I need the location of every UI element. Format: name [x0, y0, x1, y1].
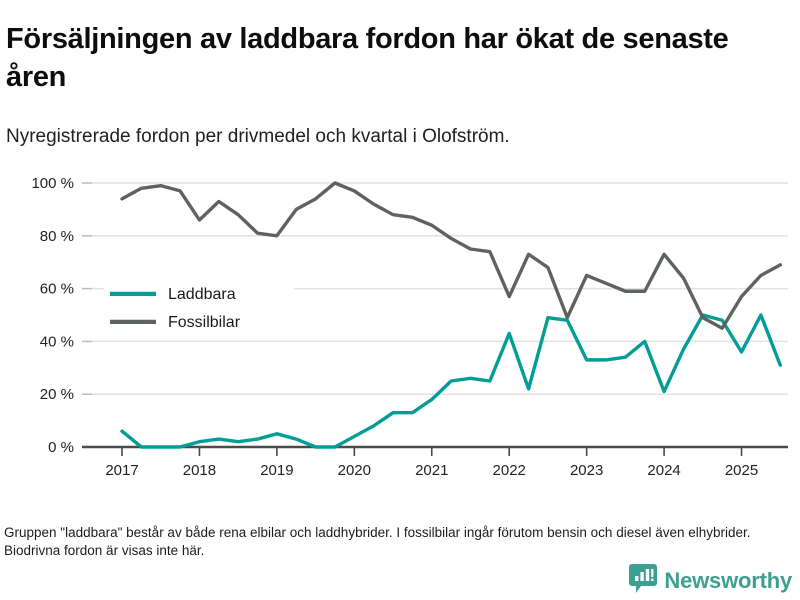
legend-label: Laddbara	[168, 286, 236, 303]
x-axis-tick-label: 2021	[415, 462, 448, 479]
chart-legend: Laddbara Fossilbilar	[104, 280, 294, 335]
x-axis-tick-label: 2025	[725, 462, 758, 479]
data-series	[120, 181, 782, 449]
y-axis-tick-label: 60 %	[40, 281, 74, 298]
series-line-fossilbilar	[120, 181, 782, 330]
line-chart: 0 % 20 % 40 % 60 % 80 % 100 % 2017 2018 2019 202…	[0, 168, 800, 498]
page-subtitle: Nyregistrerade fordon per drivmedel och …	[6, 126, 510, 147]
x-axis-tick-label: 2022	[493, 462, 526, 479]
legend-label: Fossilbilar	[168, 314, 241, 331]
x-axis-tick-label: 2018	[183, 462, 216, 479]
x-axis-tick-label: 2017	[105, 462, 138, 479]
y-axis-tick-label: 80 %	[40, 228, 74, 245]
chart-footnote: Gruppen "laddbara" består av både rena e…	[4, 525, 751, 558]
x-axis-labels: 2017 2018 2019 2020 2021 2022 2023 2024 2025	[105, 462, 758, 479]
y-axis-tick-label: 40 %	[40, 333, 74, 350]
y-axis-labels: 0 % 20 % 40 % 60 % 80 % 100 %	[31, 175, 92, 456]
x-axis-tick-label: 2024	[647, 462, 680, 479]
y-axis-tick-label: 100 %	[31, 175, 74, 192]
logo-wordmark: Newsworthy	[664, 568, 792, 593]
x-axis-tick-label: 2019	[260, 462, 293, 479]
y-axis-tick-label: 20 %	[40, 386, 74, 403]
page-title: Försäljningen av laddbara fordon har öka…	[6, 23, 729, 93]
bar-chart-speech-bubble-icon	[629, 563, 658, 599]
x-axis-ticks	[121, 447, 743, 456]
newsworthy-logo[interactable]: Newsworthy	[629, 563, 792, 599]
x-axis-tick-label: 2020	[338, 462, 371, 479]
chart-svg: 0 % 20 % 40 % 60 % 80 % 100 % 2017 2018 2019 202…	[31, 175, 788, 479]
series-line-laddbara	[120, 313, 782, 449]
y-axis-tick-label: 0 %	[48, 439, 74, 456]
x-axis-tick-label: 2023	[570, 462, 603, 479]
